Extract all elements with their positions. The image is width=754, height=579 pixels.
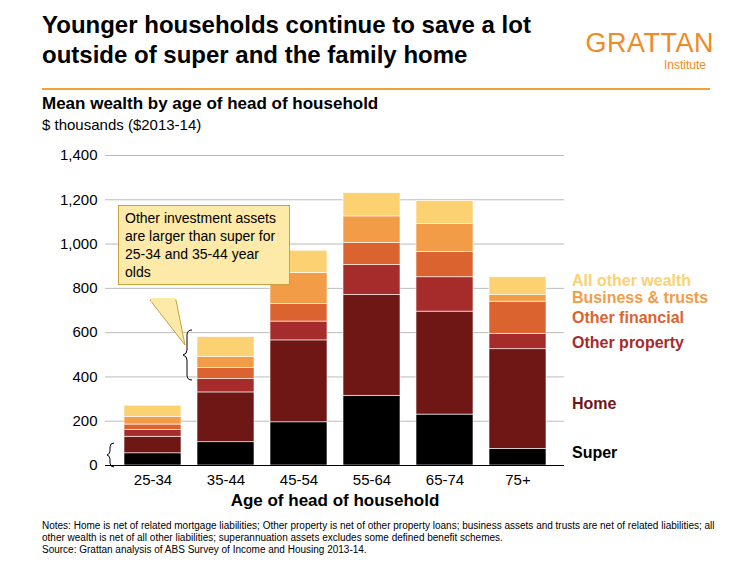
- svg-text:200: 200: [72, 412, 97, 429]
- svg-text:600: 600: [72, 323, 97, 340]
- svg-text:65-74: 65-74: [426, 471, 464, 488]
- html-text:Other financial: Other financial: [572, 309, 684, 326]
- html-text:Other investment assets are la: Other investment assets are larger than …: [125, 210, 276, 280]
- html-text:Institute: Institute: [664, 58, 706, 72]
- svg-text:55-64: 55-64: [353, 471, 391, 488]
- svg-text:1,000: 1,000: [60, 235, 98, 252]
- html-text:Super: Super: [572, 444, 618, 461]
- svg-text:75+: 75+: [505, 471, 531, 488]
- html-text:$ thousands ($2013-14): $ thousands ($2013-14): [42, 116, 202, 133]
- html-text:All other wealth: All other wealth: [572, 272, 692, 289]
- html-text:Younger households continue to: Younger households continue to save a lo…: [42, 11, 531, 68]
- svg-text:45-54: 45-54: [280, 471, 318, 488]
- svg-text:800: 800: [72, 279, 97, 296]
- svg-text:1,200: 1,200: [60, 191, 98, 208]
- html-text:Business & trusts: Business & trusts: [572, 289, 708, 306]
- svg-text:Age of head of household: Age of head of household: [231, 491, 440, 510]
- svg-text:35-44: 35-44: [207, 471, 245, 488]
- svg-text:400: 400: [72, 368, 97, 385]
- html-text:Home: Home: [572, 395, 617, 412]
- html-text:Mean wealth by age of head of: Mean wealth by age of head of household: [42, 94, 379, 113]
- svg-text:25-34: 25-34: [134, 471, 172, 488]
- svg-text:0: 0: [89, 456, 97, 473]
- html-text:Notes: Home is net of related: Notes: Home is net of related mortgage l…: [42, 520, 715, 543]
- html-text:Source: Grattan analysis of AB: Source: Grattan analysis of ABS Survey o…: [42, 544, 367, 555]
- svg-text:1,400: 1,400: [60, 146, 98, 163]
- html-text:Other property: Other property: [572, 334, 684, 351]
- html-text:GRATTAN: GRATTAN: [585, 28, 714, 58]
